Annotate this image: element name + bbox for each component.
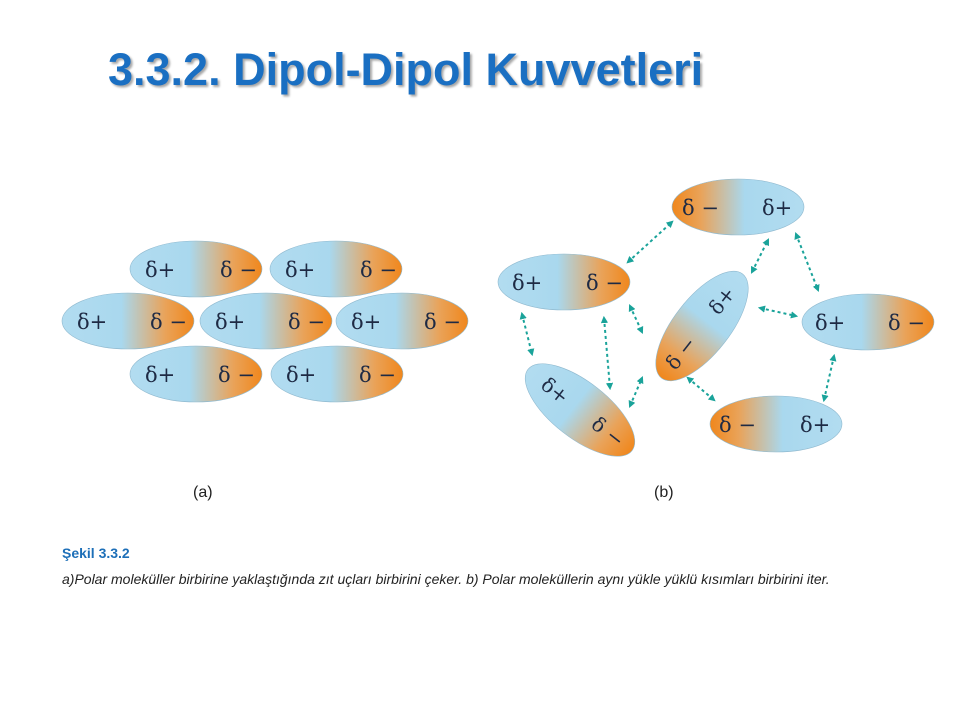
interaction-arrows xyxy=(519,220,837,408)
partial-negative-label: δ − xyxy=(424,310,461,334)
dipole-molecule: δ − δ+ xyxy=(709,395,843,453)
partial-negative-label: δ − xyxy=(359,363,396,387)
interaction-arrow xyxy=(821,353,837,403)
partial-negative-label: δ − xyxy=(719,413,756,437)
dipole-molecule: δ+ δ − xyxy=(270,345,404,403)
partial-negative-label: δ − xyxy=(218,363,255,387)
dipole-molecule: δ+ δ − xyxy=(61,292,195,350)
partial-positive-label: δ+ xyxy=(77,310,107,334)
panel-a-label: (a) xyxy=(193,484,213,501)
dipole-molecule: δ+ δ − xyxy=(129,345,263,403)
partial-positive-label: δ+ xyxy=(512,271,542,295)
partial-positive-label: δ+ xyxy=(145,363,175,387)
partial-negative-label: δ − xyxy=(360,258,397,282)
dipole-molecule: δ+ δ − xyxy=(335,292,469,350)
figure-caption-title: Şekil 3.3.2 xyxy=(62,545,130,561)
partial-positive-label: δ+ xyxy=(351,310,381,334)
partial-positive-label: δ+ xyxy=(145,258,175,282)
partial-negative-label: δ − xyxy=(888,311,925,335)
panel-a: δ+ δ − δ+ δ − δ+ δ − δ+ δ − δ+ δ − δ+ δ … xyxy=(61,240,469,403)
interaction-arrow xyxy=(519,311,535,357)
partial-negative-label: δ − xyxy=(586,271,623,295)
interaction-arrow xyxy=(626,220,674,264)
partial-negative-label: δ − xyxy=(150,310,187,334)
interaction-arrow xyxy=(600,315,614,391)
slide-title: 3.3.2. Dipol-Dipol Kuvvetleri xyxy=(108,44,704,95)
interaction-arrow xyxy=(757,305,799,319)
dipole-molecule: δ − δ+ xyxy=(671,178,805,236)
partial-positive-label: δ+ xyxy=(815,311,845,335)
partial-positive-label: δ+ xyxy=(215,310,245,334)
dipole-molecule: δ+ δ − xyxy=(199,292,333,350)
dipole-molecule: δ+ δ − xyxy=(801,293,935,351)
partial-negative-label: δ − xyxy=(288,310,325,334)
interaction-arrow xyxy=(628,376,644,408)
partial-positive-label: δ+ xyxy=(762,196,792,220)
dipole-molecule: δ − δ+ xyxy=(655,270,749,382)
partial-positive-label: δ+ xyxy=(286,363,316,387)
interaction-arrow xyxy=(686,376,716,402)
partial-negative-label: δ − xyxy=(682,196,719,220)
dipole-molecule: δ+ δ − xyxy=(497,253,631,311)
figure-caption-text: a)Polar moleküller birbirine yaklaştığın… xyxy=(62,571,830,587)
partial-positive-label: δ+ xyxy=(800,413,830,437)
panel-b: δ − δ+ δ+ δ − δ+ δ − δ − δ+ δ − δ+ xyxy=(497,178,935,457)
dipole-molecule: δ+ δ − xyxy=(524,363,636,457)
interaction-arrow xyxy=(628,304,644,334)
partial-positive-label: δ+ xyxy=(285,258,315,282)
dipole-molecule: δ+ δ − xyxy=(129,240,263,298)
panel-b-label: (b) xyxy=(654,484,674,501)
interaction-arrow xyxy=(751,238,769,274)
partial-negative-label: δ − xyxy=(220,258,257,282)
dipole-molecule: δ+ δ − xyxy=(269,240,403,298)
interaction-arrow xyxy=(794,231,820,293)
